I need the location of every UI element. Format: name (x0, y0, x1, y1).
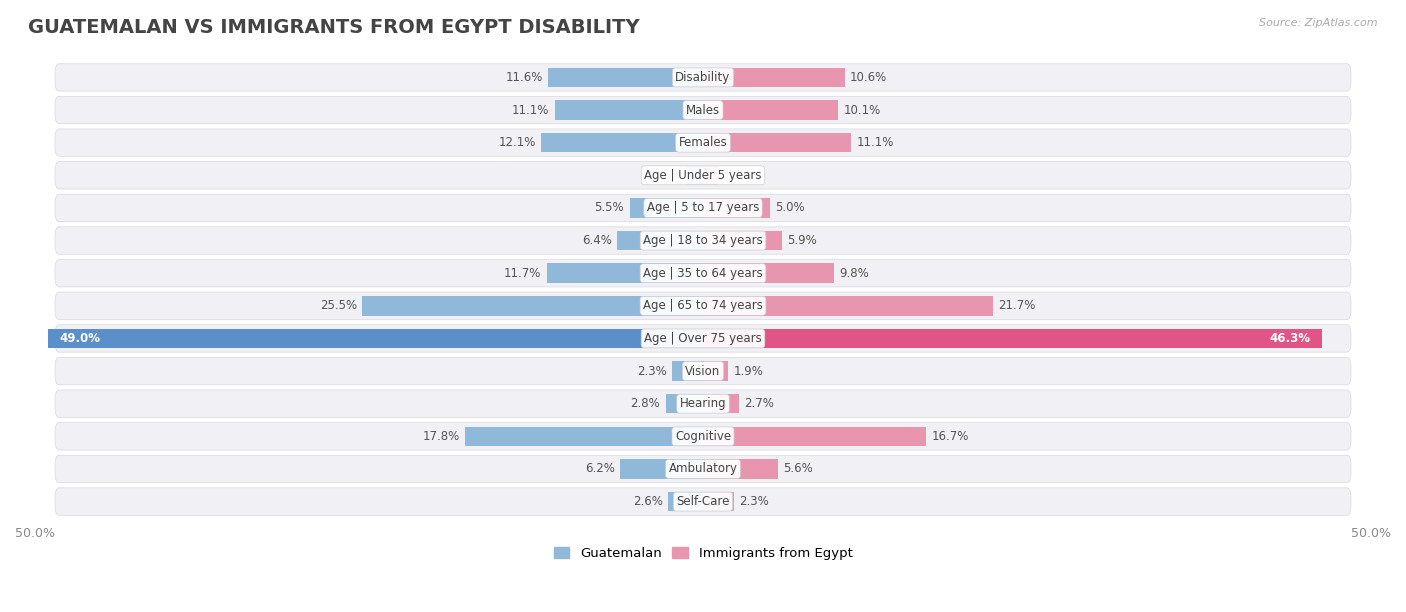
FancyBboxPatch shape (55, 455, 1351, 483)
Text: Vision: Vision (685, 365, 721, 378)
FancyBboxPatch shape (55, 357, 1351, 385)
FancyBboxPatch shape (55, 488, 1351, 515)
Bar (703, 68, 845, 87)
Text: Age | Under 5 years: Age | Under 5 years (644, 169, 762, 182)
Bar (465, 427, 703, 446)
Bar (541, 133, 703, 152)
Text: Cognitive: Cognitive (675, 430, 731, 443)
Text: Females: Females (679, 136, 727, 149)
Text: GUATEMALAN VS IMMIGRANTS FROM EGYPT DISABILITY: GUATEMALAN VS IMMIGRANTS FROM EGYPT DISA… (28, 18, 640, 37)
Bar (665, 394, 703, 414)
Bar (703, 198, 770, 218)
Bar (703, 165, 717, 185)
Bar (547, 263, 703, 283)
Bar (703, 361, 728, 381)
Text: 1.9%: 1.9% (734, 365, 763, 378)
Text: Source: ZipAtlas.com: Source: ZipAtlas.com (1260, 18, 1378, 28)
FancyBboxPatch shape (55, 292, 1351, 319)
Bar (617, 231, 703, 250)
Bar (703, 231, 782, 250)
Text: Age | Over 75 years: Age | Over 75 years (644, 332, 762, 345)
FancyBboxPatch shape (55, 390, 1351, 417)
Text: Males: Males (686, 103, 720, 116)
Text: 5.0%: 5.0% (775, 201, 804, 214)
FancyBboxPatch shape (55, 129, 1351, 157)
Text: Age | 65 to 74 years: Age | 65 to 74 years (643, 299, 763, 312)
Bar (703, 296, 993, 316)
Bar (703, 394, 740, 414)
Text: Self-Care: Self-Care (676, 495, 730, 508)
Text: 1.2%: 1.2% (652, 169, 682, 182)
Text: 2.3%: 2.3% (637, 365, 666, 378)
Bar (630, 198, 703, 218)
Text: 11.1%: 11.1% (512, 103, 550, 116)
Bar (703, 329, 1322, 348)
Text: 2.7%: 2.7% (744, 397, 775, 410)
Text: 5.5%: 5.5% (595, 201, 624, 214)
Text: 25.5%: 25.5% (319, 299, 357, 312)
Text: 12.1%: 12.1% (499, 136, 536, 149)
Text: 2.6%: 2.6% (633, 495, 662, 508)
Bar (672, 361, 703, 381)
FancyBboxPatch shape (55, 64, 1351, 91)
Text: 21.7%: 21.7% (998, 299, 1036, 312)
Bar (703, 459, 778, 479)
Text: 10.1%: 10.1% (844, 103, 880, 116)
Text: Age | 5 to 17 years: Age | 5 to 17 years (647, 201, 759, 214)
Bar (703, 100, 838, 120)
Text: 11.1%: 11.1% (856, 136, 894, 149)
Text: 49.0%: 49.0% (59, 332, 100, 345)
Text: 17.8%: 17.8% (423, 430, 460, 443)
Text: 5.6%: 5.6% (783, 463, 813, 476)
FancyBboxPatch shape (55, 325, 1351, 352)
Text: 11.7%: 11.7% (503, 267, 541, 280)
Text: 2.8%: 2.8% (630, 397, 661, 410)
Bar (48, 329, 703, 348)
Text: Age | 18 to 34 years: Age | 18 to 34 years (643, 234, 763, 247)
Text: Hearing: Hearing (679, 397, 727, 410)
FancyBboxPatch shape (55, 227, 1351, 254)
Bar (668, 492, 703, 512)
FancyBboxPatch shape (55, 423, 1351, 450)
Text: 11.6%: 11.6% (505, 71, 543, 84)
Bar (548, 68, 703, 87)
Text: Age | 35 to 64 years: Age | 35 to 64 years (643, 267, 763, 280)
Text: Disability: Disability (675, 71, 731, 84)
FancyBboxPatch shape (55, 259, 1351, 287)
Bar (703, 263, 834, 283)
Legend: Guatemalan, Immigrants from Egypt: Guatemalan, Immigrants from Egypt (548, 542, 858, 565)
FancyBboxPatch shape (55, 162, 1351, 189)
Text: 6.4%: 6.4% (582, 234, 612, 247)
Bar (620, 459, 703, 479)
Text: Ambulatory: Ambulatory (668, 463, 738, 476)
Text: 10.6%: 10.6% (851, 71, 887, 84)
Bar (703, 427, 927, 446)
Bar (555, 100, 703, 120)
Bar (363, 296, 703, 316)
Text: 5.9%: 5.9% (787, 234, 817, 247)
Bar (688, 165, 703, 185)
Bar (703, 133, 851, 152)
FancyBboxPatch shape (55, 96, 1351, 124)
Text: 1.1%: 1.1% (723, 169, 754, 182)
Text: 2.3%: 2.3% (740, 495, 769, 508)
Text: 16.7%: 16.7% (931, 430, 969, 443)
FancyBboxPatch shape (55, 194, 1351, 222)
Bar (703, 492, 734, 512)
Text: 46.3%: 46.3% (1270, 332, 1310, 345)
Text: 9.8%: 9.8% (839, 267, 869, 280)
Text: 6.2%: 6.2% (585, 463, 614, 476)
